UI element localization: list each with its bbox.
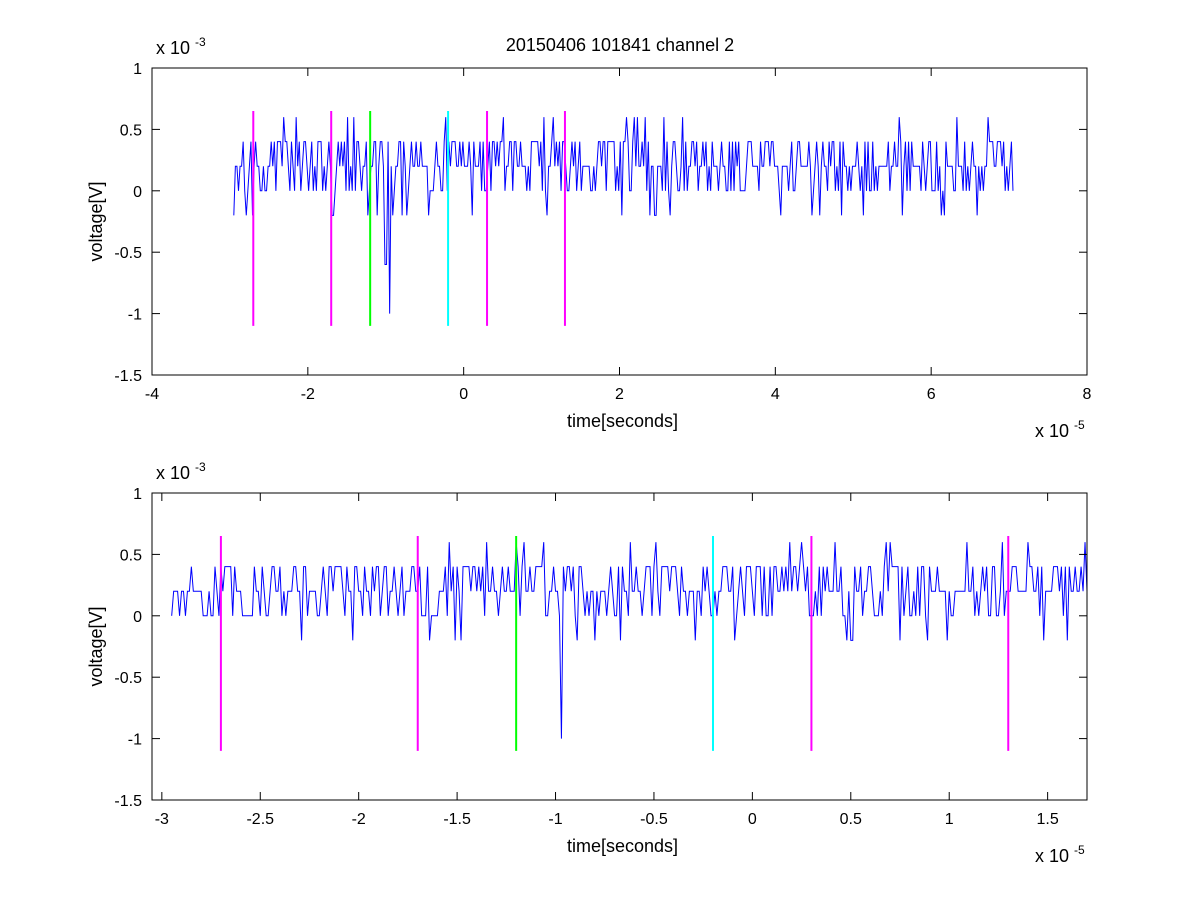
x-tick-label: -2 — [301, 386, 315, 403]
x-tick-label: 0.5 — [840, 811, 862, 828]
y-tick-label: 1 — [133, 486, 142, 503]
x-tick-label: 4 — [771, 386, 780, 403]
y-exponent-power: -3 — [195, 35, 206, 49]
x-tick-label: 6 — [927, 386, 936, 403]
x-tick-label: 0 — [748, 811, 757, 828]
x-tick-label: -4 — [145, 386, 159, 403]
y-tick-label: 0 — [133, 184, 142, 201]
x-exponent-label: x 10 -5 — [1035, 418, 1085, 441]
x-exponent-power: -5 — [1074, 418, 1085, 432]
x-tick-label: -0.5 — [640, 811, 668, 828]
y-tick-label: -1.5 — [114, 793, 142, 810]
x-tick-label: -1.5 — [443, 811, 471, 828]
y-tick-label: -1 — [128, 732, 142, 749]
y-exponent-label: x 10 -3 — [156, 35, 206, 58]
y-tick-label: -1.5 — [114, 368, 142, 385]
x-axis-label: time[seconds] — [567, 411, 678, 431]
y-tick-label: 0.5 — [120, 122, 142, 139]
top-plot: -4 -2 0 2 4 6 8 1 0.5 0 -0.5 -1 -1.5 time[seconds] vol… — [86, 35, 1092, 441]
y-exponent-label: x 10 -3 — [156, 460, 206, 483]
x-tick-label: -3 — [155, 811, 169, 828]
y-axis-label: voltage[V] — [86, 181, 106, 261]
x-tick-label: -1 — [548, 811, 562, 828]
y-tick-label: -0.5 — [114, 670, 142, 687]
y-tick-label: -1 — [128, 307, 142, 324]
x-tick-label: 1 — [945, 811, 954, 828]
y-tick-label: -0.5 — [114, 245, 142, 262]
x-exponent-power: -5 — [1074, 843, 1085, 857]
bottom-plot: -3 -2.5 -2 -1.5 -1 -0.5 0 0.5 1 1.5 1 0.5 0 -0.5 -1 -1.… — [86, 460, 1088, 866]
x-tick-label: 0 — [459, 386, 468, 403]
signal-trace — [171, 542, 1087, 739]
figure-title: 20150406 101841 channel 2 — [506, 35, 734, 55]
y-tick-label: 0 — [133, 609, 142, 626]
x-tick-label: -2 — [352, 811, 366, 828]
x-tick-label: 2 — [615, 386, 624, 403]
y-axis-label: voltage[V] — [86, 606, 106, 686]
x-tick-label: 1.5 — [1037, 811, 1059, 828]
axes-box — [151, 492, 1088, 801]
x-exponent-label: x 10 -5 — [1035, 843, 1085, 866]
x-tick-label: -2.5 — [246, 811, 274, 828]
y-tick-label: 1 — [133, 61, 142, 78]
y-tick-label: 0.5 — [120, 547, 142, 564]
x-tick-label: 8 — [1083, 386, 1092, 403]
x-axis-label: time[seconds] — [567, 836, 678, 856]
signal-trace — [233, 117, 1014, 314]
y-exponent-power: -3 — [195, 460, 206, 474]
